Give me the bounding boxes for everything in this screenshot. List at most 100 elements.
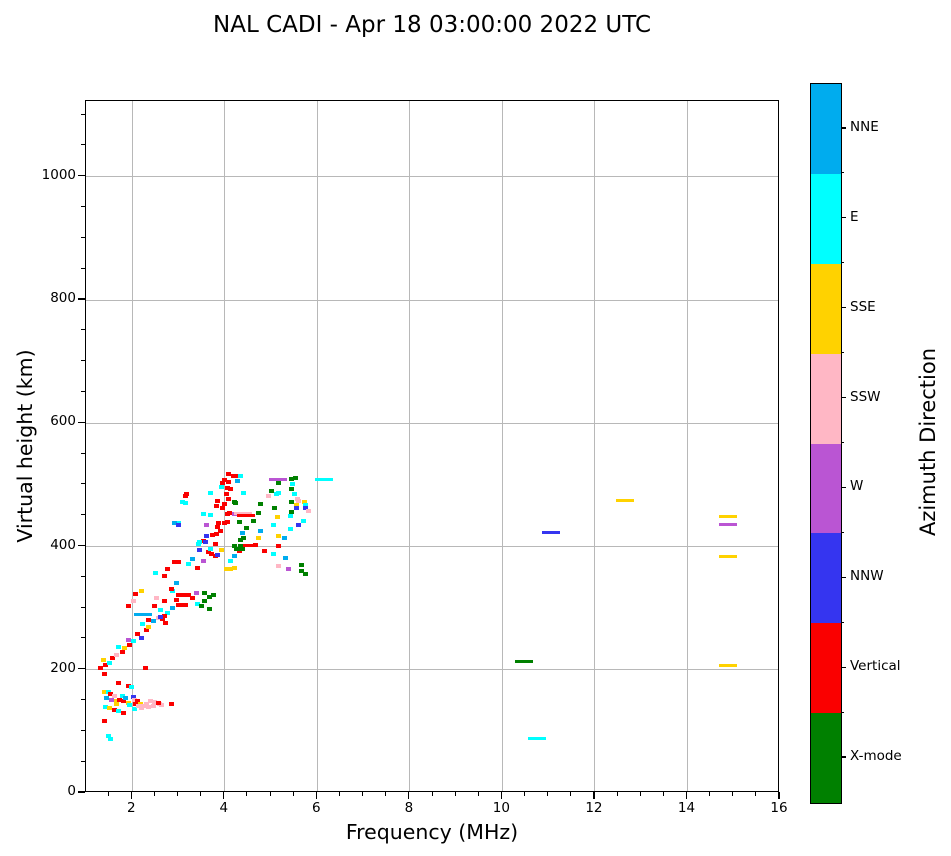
data-point (125, 638, 131, 643)
data-point (150, 704, 156, 709)
x-axis-label: Frequency (MHz) (345, 820, 519, 844)
data-point (241, 490, 247, 495)
data-point (146, 704, 152, 709)
colorbar-segment-nne (811, 84, 841, 174)
data-point (276, 490, 282, 495)
data-point (228, 487, 234, 492)
chart-title: NAL CADI - Apr 18 03:00:00 2022 UTC (213, 12, 651, 38)
y-minor-tick (81, 699, 85, 701)
data-point (204, 534, 210, 539)
data-point (202, 598, 208, 603)
data-point (541, 530, 560, 534)
data-point (106, 660, 112, 665)
data-point (105, 689, 111, 694)
x-minor-tick (338, 792, 340, 796)
data-point (222, 477, 228, 482)
data-point (224, 511, 230, 516)
colorbar (810, 83, 842, 804)
data-point (302, 500, 308, 505)
y-minor-tick (81, 144, 85, 146)
data-point (223, 492, 229, 497)
colorbar-boundary-tick (841, 531, 844, 533)
data-point (151, 604, 157, 609)
colorbar-category-label: Vertical (850, 658, 901, 675)
data-point (232, 543, 238, 548)
data-point (159, 702, 165, 707)
y-axis-label: Virtual height (km) (13, 349, 37, 543)
data-point (155, 615, 161, 620)
data-point (238, 543, 244, 548)
data-point (110, 656, 116, 661)
data-point (258, 529, 264, 534)
data-point (206, 606, 212, 611)
data-point (161, 574, 167, 579)
data-point (315, 478, 334, 482)
gridline-x (686, 101, 688, 791)
data-point (183, 603, 189, 608)
y-minor-tick (81, 267, 85, 269)
data-point (201, 511, 207, 516)
data-point (131, 707, 137, 712)
y-tick (78, 421, 85, 423)
data-point (228, 559, 234, 564)
data-point (129, 685, 135, 689)
data-point (269, 478, 287, 482)
y-minor-tick (81, 575, 85, 577)
colorbar-boundary-tick (841, 262, 844, 264)
data-point (103, 704, 109, 709)
data-point (130, 638, 136, 643)
data-point (268, 489, 274, 494)
data-point (273, 492, 279, 497)
y-minor-tick (81, 329, 85, 331)
data-point (106, 705, 112, 710)
colorbar-segment-nnw (811, 533, 841, 624)
x-minor-tick (616, 792, 618, 796)
y-minor-tick (81, 483, 85, 485)
data-point (272, 506, 278, 511)
data-point (220, 506, 226, 511)
y-tick-label: 0 (67, 783, 76, 799)
x-tick (685, 792, 688, 799)
x-tick-label: 8 (404, 800, 414, 816)
x-minor-tick (246, 792, 248, 796)
y-minor-tick (81, 637, 85, 639)
data-point (146, 625, 152, 630)
data-point (126, 643, 132, 648)
data-point (214, 532, 220, 537)
data-point (148, 699, 154, 704)
x-minor-tick (662, 792, 664, 796)
gridline-x (594, 101, 596, 791)
x-tick (500, 792, 502, 799)
data-point (288, 514, 294, 519)
x-tick-label: 16 (770, 800, 788, 816)
data-point (274, 514, 280, 519)
gridline-y (86, 669, 778, 671)
data-point (275, 481, 281, 486)
y-minor-tick (81, 760, 85, 762)
data-point (120, 699, 126, 704)
data-point (140, 622, 146, 627)
data-point (261, 548, 267, 553)
y-minor-tick (81, 236, 85, 238)
x-minor-tick (524, 792, 526, 796)
data-point (111, 694, 117, 699)
data-point (305, 508, 311, 513)
data-point (303, 503, 309, 508)
data-point (101, 689, 107, 694)
data-point (253, 543, 259, 548)
colorbar-tick (841, 576, 846, 578)
data-point (150, 619, 156, 624)
x-tick-label: 12 (585, 800, 603, 816)
data-point (138, 588, 144, 593)
data-point (237, 514, 256, 518)
data-point (224, 519, 230, 524)
data-point (141, 704, 147, 709)
data-point (231, 553, 237, 558)
data-point (116, 709, 122, 714)
data-point (131, 697, 137, 702)
y-tick-label: 400 (50, 536, 76, 553)
data-point (217, 529, 223, 534)
y-minor-tick (81, 113, 85, 115)
y-tick-label: 600 (50, 413, 76, 430)
